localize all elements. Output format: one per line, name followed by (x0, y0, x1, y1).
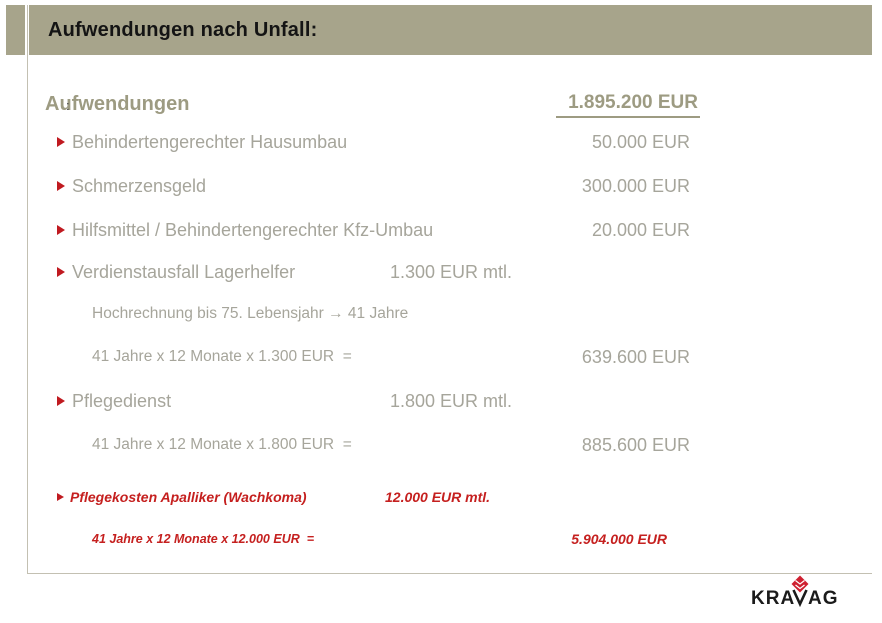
highlight-label: Pflegekosten Apalliker (Wachkoma) (70, 489, 307, 505)
title-accent-block (6, 5, 25, 55)
kravag-logo: KRA AG (751, 575, 839, 608)
item-calculation-result: 639.600 EUR (581, 347, 690, 367)
bullet-triangle-icon (57, 225, 65, 235)
item-monthly-value: 1.300 EUR mtl. (390, 262, 513, 282)
total-amount: 1.895.200 EUR (556, 91, 700, 118)
left-border-line (27, 5, 28, 573)
highlight-calculation-result: 5.904.000 EUR (571, 531, 667, 547)
page-title: Aufwendungen nach Unfall: (48, 18, 318, 41)
item-monthly-value: 1.800 EUR mtl. (390, 391, 513, 411)
logo-letter-v (792, 589, 808, 608)
item-calculation: 41 Jahre x 12 Monate x 1.800 EUR = (92, 436, 352, 453)
highlight-monthly-value: 12.000 EUR mtl. (385, 489, 491, 505)
item-label: Schmerzensgeld (72, 176, 207, 196)
title-bar: Aufwendungen nach Unfall: (29, 5, 872, 55)
bullet-triangle-icon (57, 267, 65, 277)
item-value: 20.000 EUR (591, 220, 690, 240)
item-value: 300.000 EUR (581, 176, 690, 196)
logo-text-left: KRA (751, 588, 795, 608)
item-label: Hilfsmittel / Behindertengerechter Kfz-U… (72, 220, 434, 240)
footer-border-line (27, 573, 872, 574)
logo-text-right: AG (808, 588, 839, 608)
item-calculation-result: 885.600 EUR (581, 435, 690, 455)
section-heading: Aufwendungen (45, 93, 190, 115)
highlight-calculation: 41 Jahre x 12 Monate x 12.000 EUR = (92, 532, 314, 546)
bullet-triangle-icon (57, 137, 65, 147)
item-label: Pflegedienst (72, 391, 172, 411)
item-calculation: 41 Jahre x 12 Monate x 1.300 EUR = (92, 348, 352, 365)
item-label: Behindertengerechter Hausumbau (72, 132, 348, 152)
item-label: Verdienstausfall Lagerhelfer (72, 262, 296, 282)
bullet-triangle-icon (57, 181, 65, 191)
text-cursor-artifact: : (66, 98, 70, 113)
logo-diamond-icon (791, 575, 809, 593)
item-note: Hochrechnung bis 75. Lebensjahr → 41 Jah… (92, 305, 409, 322)
item-value: 50.000 EUR (591, 132, 690, 152)
bullet-triangle-icon (57, 396, 65, 406)
bullet-triangle-icon (57, 493, 64, 501)
